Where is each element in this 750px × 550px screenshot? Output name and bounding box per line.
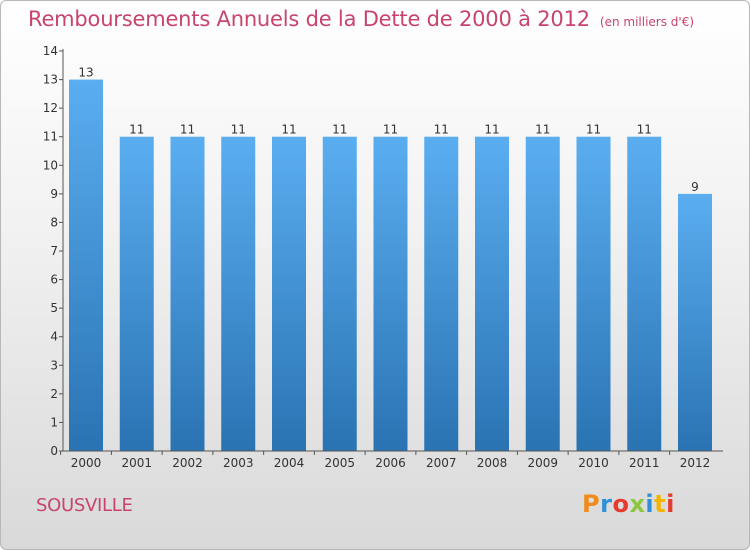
y-tick-label: 2 xyxy=(50,387,58,401)
y-tick-label: 5 xyxy=(50,301,58,315)
bar-value-label: 11 xyxy=(484,123,499,137)
x-tick-label: 2006 xyxy=(375,456,406,470)
bar-2007 xyxy=(424,136,459,451)
bar-value-label: 11 xyxy=(231,123,246,137)
bar-2002 xyxy=(170,136,205,451)
bar-2005 xyxy=(322,136,357,451)
x-tick-label: 2003 xyxy=(223,456,254,470)
bar-value-label: 13 xyxy=(78,66,93,80)
y-tick-label: 14 xyxy=(43,44,58,58)
brand-letter: P xyxy=(582,490,601,518)
y-tick-label: 11 xyxy=(43,130,58,144)
y-tick-label: 4 xyxy=(50,330,58,344)
title-row: Remboursements Annuels de la Dette de 20… xyxy=(28,7,694,31)
x-tick-label: 2002 xyxy=(172,456,203,470)
y-tick-label: 10 xyxy=(43,158,58,172)
y-tick-label: 9 xyxy=(50,187,58,201)
bar-value-label: 11 xyxy=(383,123,398,137)
bar-value-label: 11 xyxy=(586,123,601,137)
bar-value-label: 11 xyxy=(129,123,144,137)
y-tick-label: 1 xyxy=(50,415,58,429)
y-tick-label: 8 xyxy=(50,215,58,229)
brand-letter: i xyxy=(645,490,655,518)
brand-letter: o xyxy=(612,490,630,518)
bar-value-label: 11 xyxy=(535,123,550,137)
y-tick-label: 12 xyxy=(43,101,58,115)
y-tick-label: 6 xyxy=(50,273,58,287)
chart-subtitle: (en milliers d'€) xyxy=(599,15,695,29)
bar-2012 xyxy=(678,193,712,451)
y-tick-label: 0 xyxy=(50,444,58,458)
bar-2003 xyxy=(221,136,256,451)
brand-letter: r xyxy=(600,490,613,518)
x-tick-label: 2008 xyxy=(477,456,508,470)
x-tick-label: 2009 xyxy=(527,456,558,470)
x-tick-label: 2000 xyxy=(71,456,102,470)
chart-title: Remboursements Annuels de la Dette de 20… xyxy=(28,7,590,31)
brand-letter: t xyxy=(654,490,667,518)
bar-value-label: 11 xyxy=(637,123,652,137)
bar-value-label: 11 xyxy=(434,123,449,137)
bar-2001 xyxy=(119,136,154,451)
brand-letter: x xyxy=(629,490,646,518)
bar-2004 xyxy=(272,136,306,451)
bar-value-label: 9 xyxy=(691,180,699,194)
x-tick-label: 2012 xyxy=(680,456,711,470)
brand-letter: i xyxy=(666,490,675,518)
x-tick-label: 2004 xyxy=(274,456,305,470)
bar-2000 xyxy=(69,79,103,452)
bar-2006 xyxy=(373,136,408,451)
y-tick-label: 7 xyxy=(50,244,58,258)
x-tick-label: 2011 xyxy=(629,456,660,470)
bar-value-label: 11 xyxy=(281,123,296,137)
bar-2010 xyxy=(576,136,611,451)
y-tick-label: 3 xyxy=(50,358,58,372)
bar-value-label: 11 xyxy=(332,123,347,137)
bar-2011 xyxy=(627,136,662,451)
bar-2008 xyxy=(475,136,509,451)
x-tick-label: 2005 xyxy=(324,456,355,470)
city-name: SOUSVILLE xyxy=(36,495,133,516)
x-tick-label: 2001 xyxy=(121,456,152,470)
x-tick-label: 2010 xyxy=(578,456,609,470)
bar-value-label: 11 xyxy=(180,123,195,137)
x-tick-label: 2007 xyxy=(426,456,457,470)
y-tick-label: 13 xyxy=(43,73,58,87)
brand-logo: Proxiti xyxy=(582,490,675,518)
bar-2009 xyxy=(525,136,560,451)
